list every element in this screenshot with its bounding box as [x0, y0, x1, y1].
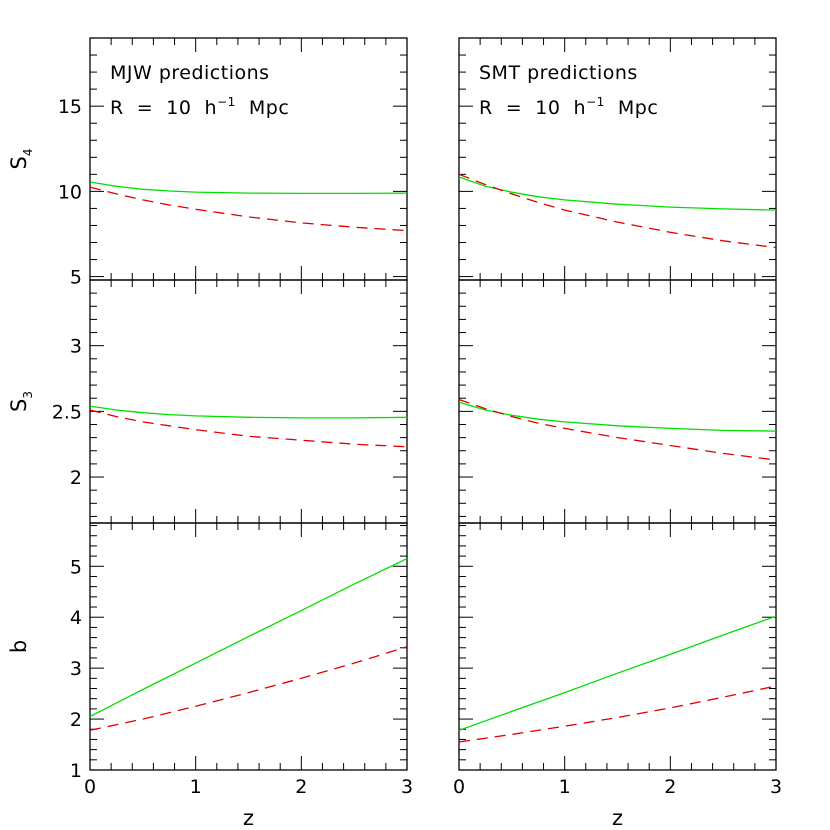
y-axis-label-subscript: 4: [21, 149, 35, 157]
dashed-line-r2-c0: [89, 646, 408, 731]
y-tick-label: 1: [70, 760, 82, 782]
solid-line-r2-c0: [89, 558, 408, 718]
y-tick-label: 2.5: [52, 401, 82, 423]
x-tick-label: 1: [190, 776, 202, 798]
dashed-line-r1-c0: [89, 409, 408, 448]
solid-line-r1-c1: [458, 401, 777, 432]
y-tick-label: 5: [70, 267, 82, 289]
y-axis-label-base: S: [7, 399, 31, 412]
y-tick-label: 2: [70, 467, 82, 489]
dashed-line-r0-c0: [89, 186, 408, 232]
annotation-radius: R = 10 h−1 Mpc: [479, 95, 658, 119]
solid-line-r2-c1: [458, 615, 777, 731]
panel-frame-r1-c1: [458, 279, 777, 524]
y-axis-label: S4: [7, 149, 35, 170]
annotation-radius-exponent: −1: [217, 95, 236, 109]
y-tick-label: 5: [70, 556, 82, 578]
y-axis-label: b: [7, 640, 31, 653]
annotation-radius-unit: Mpc: [605, 97, 658, 119]
panel-frame-r1-c0: [89, 279, 408, 524]
dashed-line-r0-c1: [458, 173, 777, 249]
x-tick-label: 0: [453, 776, 465, 798]
annotation-title: MJW predictions: [110, 62, 270, 84]
axis-ticks: [89, 37, 777, 771]
y-tick-label: 3: [70, 658, 82, 680]
x-tick-label: 3: [770, 776, 782, 798]
x-tick-label: 3: [401, 776, 413, 798]
y-axis-label-subscript: 3: [21, 391, 35, 399]
x-axis-label: z: [243, 806, 254, 830]
annotation-radius: R = 10 h−1 Mpc: [110, 95, 289, 119]
dashed-line-r2-c1: [458, 685, 777, 743]
annotation-radius-prefix: R = 10 h: [110, 97, 217, 119]
annotation-radius-prefix: R = 10 h: [479, 97, 586, 119]
annotation-title: SMT predictions: [479, 62, 638, 84]
solid-line-r0-c0: [89, 181, 408, 195]
y-tick-label: 3: [70, 336, 82, 358]
y-axis-label-base: b: [7, 640, 31, 653]
y-axis-label-base: S: [7, 156, 31, 169]
y-axis-label: S3: [7, 391, 35, 412]
panel-frame-r2-c0: [89, 522, 408, 771]
y-tick-label: 15: [58, 96, 82, 118]
y-tick-label: 4: [70, 607, 82, 629]
dashed-line-r1-c1: [458, 398, 777, 461]
x-tick-label: 2: [295, 776, 307, 798]
panel-frames: [89, 37, 777, 771]
y-tick-label: 2: [70, 709, 82, 731]
x-axis-label: z: [612, 806, 623, 830]
solid-line-r1-c0: [89, 405, 408, 419]
annotation-radius-exponent: −1: [586, 95, 605, 109]
solid-line-r0-c1: [458, 176, 777, 211]
annotation-radius-unit: Mpc: [236, 97, 289, 119]
panel-frame-r2-c1: [458, 522, 777, 771]
x-tick-label: 0: [84, 776, 96, 798]
x-tick-label: 2: [664, 776, 676, 798]
x-tick-label: 1: [559, 776, 571, 798]
data-series: [89, 173, 777, 743]
y-tick-label: 10: [58, 181, 82, 203]
